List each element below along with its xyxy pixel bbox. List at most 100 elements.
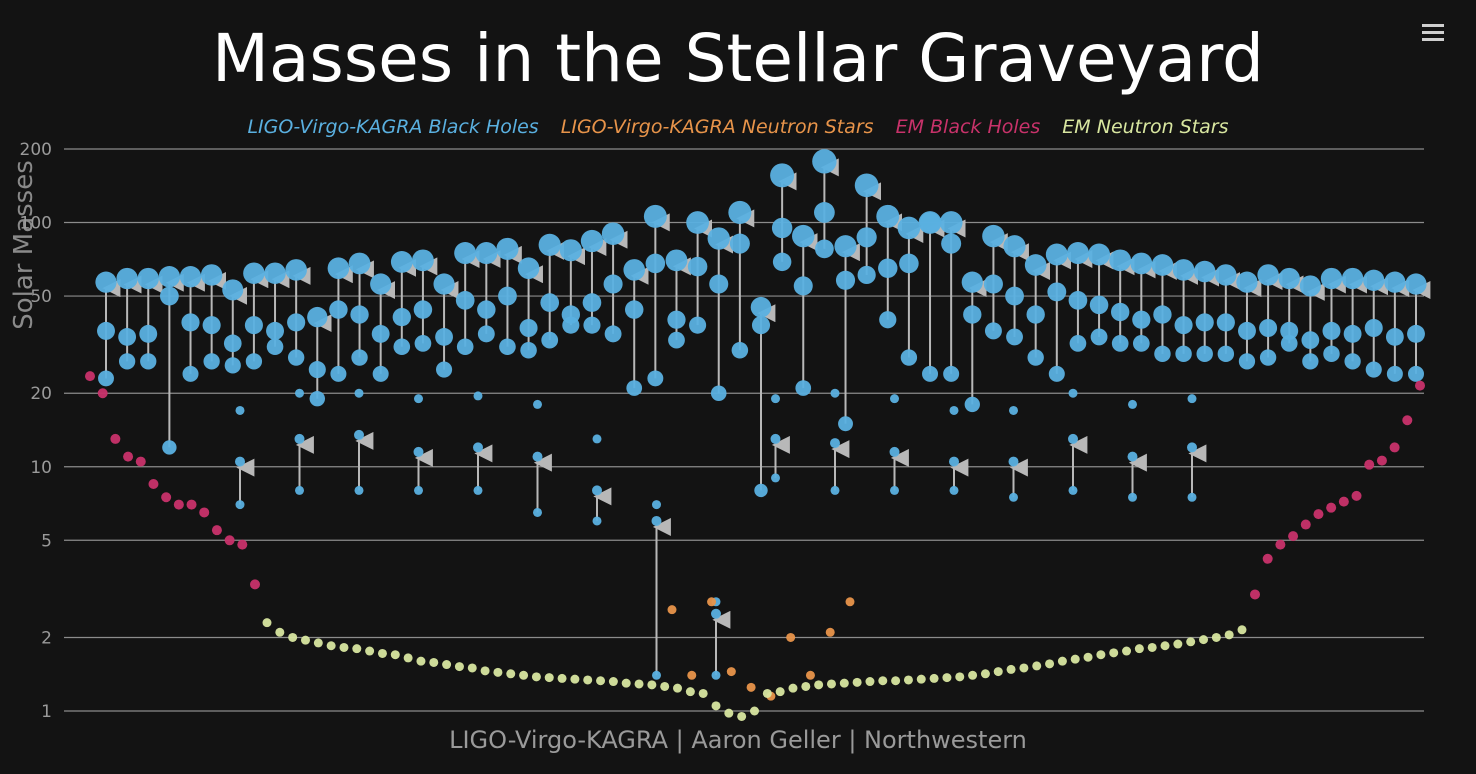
lvk-bh-small-primary-12 <box>949 405 959 415</box>
lvk-ns-1 <box>687 670 697 680</box>
em-ns-49 <box>891 676 901 686</box>
lvk-bh-remnant-46 <box>1066 242 1089 265</box>
lvk-bh-small-secondary-8 <box>711 670 721 680</box>
lvk-bh-primary-11 <box>329 300 348 319</box>
em-bh-19 <box>1313 509 1324 520</box>
lvk-bh-primary-16 <box>435 328 453 346</box>
em-ns-67 <box>1122 646 1132 656</box>
legend-item-em-neutron-stars[interactable]: EM Neutron Stars <box>1062 116 1229 138</box>
em-bh-1 <box>97 388 108 399</box>
lvk-bh-small-secondary-6 <box>592 516 602 526</box>
lvk-bh-secondary-40 <box>943 365 960 382</box>
lvk-bh-secondary-47 <box>1090 328 1108 346</box>
lvk-bh-small-remnant-14 <box>1068 433 1078 444</box>
lvk-bh-small-secondary-12 <box>949 485 959 495</box>
lvk-bh-primary-31 <box>751 316 771 335</box>
lvk-bh-remnant-1 <box>116 267 138 290</box>
em-ns-40 <box>775 687 785 697</box>
lvk-bh-small-primary-14 <box>1068 388 1078 398</box>
legend-item-em-black-holes[interactable]: EM Black Holes <box>895 116 1041 138</box>
lvk-bh-secondary-0 <box>98 370 114 387</box>
chart-legend: LIGO-Virgo-KAGRA Black Holes LIGO-Virgo-… <box>0 116 1476 138</box>
em-ns-30 <box>647 680 657 690</box>
em-ns-1 <box>275 627 285 637</box>
lvk-bh-remnant-6 <box>222 279 244 301</box>
lvk-bh-small-primary-10 <box>830 388 840 398</box>
em-ns-45 <box>839 678 849 688</box>
em-bh-15 <box>1262 553 1273 564</box>
lvk-bh-secondary-59 <box>1344 353 1361 370</box>
lvk-bh-remnant-13 <box>370 273 392 295</box>
lvk-bh-secondary-30 <box>731 341 749 359</box>
lvk-bh-secondary-25 <box>626 380 643 396</box>
lvk-bh-remnant-36 <box>854 173 879 198</box>
lvk-bh-secondary-60 <box>1365 361 1382 378</box>
lvk-bh-secondary-27 <box>668 331 685 349</box>
lvk-bh-remnant-52 <box>1193 260 1216 283</box>
lvk-bh-remnant-18 <box>475 242 498 265</box>
lvk-bh-remnant-47 <box>1088 243 1111 266</box>
lvk-bh-small-primary-4 <box>473 391 483 401</box>
lvk-bh-secondary-18 <box>477 325 495 343</box>
lvk-bh-remnant-8 <box>264 262 286 284</box>
em-bh-11 <box>224 535 235 546</box>
em-ns-9 <box>377 648 387 658</box>
lvk-bh-primary-55 <box>1259 318 1278 338</box>
legend-item-lvk-neutron-stars[interactable]: LIGO-Virgo-KAGRA Neutron Stars <box>560 116 874 138</box>
lvk-bh-remnant-37 <box>876 204 900 228</box>
lvk-bh-small-secondary-5 <box>533 507 542 517</box>
em-bh-23 <box>1364 459 1375 470</box>
lvk-bh-small-remnant-0 <box>235 456 245 467</box>
lvk-bh-secondary-38 <box>900 349 918 366</box>
lvk-bh-primary-41 <box>963 305 982 324</box>
hamburger-menu-icon[interactable] <box>1420 20 1446 46</box>
lvk-bh-primary-40 <box>941 233 962 254</box>
lvk-bh-remnant-41 <box>961 271 983 293</box>
lvk-bh-secondary-49 <box>1132 335 1150 352</box>
lvk-bh-primary-24 <box>603 274 623 294</box>
lvk-bh-remnant-43 <box>1003 235 1026 258</box>
lvk-bh-secondary-42 <box>984 322 1002 340</box>
lvk-bh-small-secondary-11 <box>890 485 899 495</box>
lvk-bh-remnant-30 <box>728 200 752 224</box>
lvk-bh-remnant-12 <box>348 252 371 275</box>
y-tick-label-5: 5 <box>41 531 52 551</box>
em-ns-47 <box>865 677 875 687</box>
lvk-bh-remnant-50 <box>1151 254 1174 276</box>
lvk-bh-small-remnant-7 <box>651 515 662 526</box>
em-ns-42 <box>801 681 811 691</box>
lvk-bh-small-remnant-13 <box>1008 456 1019 467</box>
em-ns-70 <box>1160 641 1170 651</box>
lvk-bh-primary-38 <box>899 253 919 274</box>
lvk-ns-9 <box>845 597 855 607</box>
lvk-bh-remnant-17 <box>454 242 477 265</box>
lvk-bh-secondary-52 <box>1196 345 1213 363</box>
lvk-bh-remnant-57 <box>1299 275 1321 297</box>
lvk-bh-remnant-40 <box>939 211 963 234</box>
em-ns-15 <box>454 662 464 672</box>
lvk-bh-secondary-33 <box>795 380 812 396</box>
lvk-bh-secondary-53 <box>1217 345 1235 363</box>
lvk-bh-small-secondary-7 <box>652 670 661 680</box>
lvk-bh-secondary-15 <box>414 335 432 352</box>
lvk-bh-small-secondary-9 <box>771 473 780 483</box>
em-ns-31 <box>660 681 670 691</box>
lvk-bh-small-primary-11 <box>890 394 899 404</box>
lvk-bh-secondary-37 <box>879 311 897 329</box>
lvk-bh-secondary-11 <box>330 365 347 382</box>
em-ns-33 <box>685 687 695 697</box>
lvk-bh-primary-42 <box>983 274 1003 294</box>
lvk-bh-primary-0 <box>97 321 115 340</box>
lvk-bh-secondary-16 <box>436 361 453 378</box>
lvk-bh-primary-33 <box>793 276 813 296</box>
em-bh-21 <box>1338 496 1349 507</box>
em-bh-26 <box>1402 415 1413 426</box>
lvk-bh-primary-19 <box>498 286 517 306</box>
lvk-bh-small-remnant-4 <box>473 442 483 453</box>
lvk-bh-primary-43 <box>1005 286 1024 306</box>
lvk-bh-secondary-20 <box>520 341 537 359</box>
legend-item-lvk-black-holes[interactable]: LIGO-Virgo-KAGRA Black Holes <box>247 116 539 138</box>
lvk-bh-secondary-51 <box>1175 345 1192 363</box>
lvk-bh-secondary-50 <box>1154 345 1171 363</box>
em-ns-10 <box>390 650 400 660</box>
